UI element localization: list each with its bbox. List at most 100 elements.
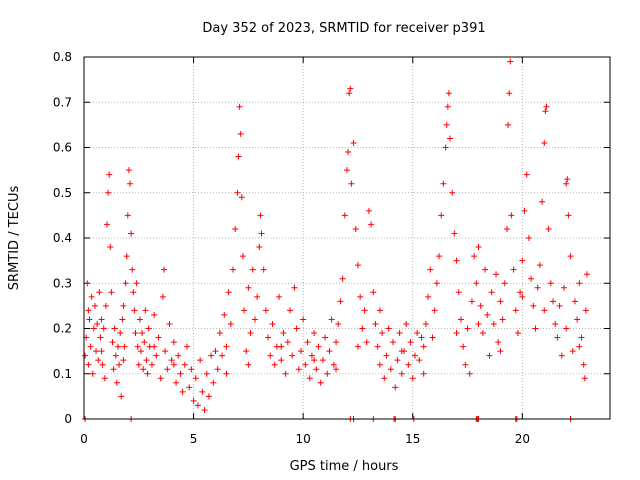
data-point (545, 225, 552, 232)
data-point (108, 289, 115, 296)
data-point (350, 139, 357, 146)
data-point (284, 339, 291, 346)
data-point (302, 361, 309, 368)
data-point (164, 366, 171, 373)
data-point (137, 348, 144, 355)
data-point (339, 275, 346, 282)
data-point (265, 334, 272, 341)
data-point (477, 302, 484, 309)
data-point (188, 366, 195, 373)
data-points (82, 58, 590, 422)
data-point (471, 253, 478, 260)
data-point (236, 103, 243, 110)
data-point (82, 352, 89, 359)
data-point (506, 90, 513, 97)
chart-title: Day 352 of 2023, SRMTID for receiver p39… (202, 21, 485, 36)
data-point (235, 153, 242, 160)
data-point (90, 325, 97, 332)
data-point (445, 90, 452, 97)
data-point (86, 316, 93, 323)
data-point (532, 325, 539, 332)
data-point (111, 325, 118, 332)
y-tick-label: 0.6 (53, 141, 72, 155)
data-point (214, 366, 221, 373)
data-point (98, 348, 105, 355)
data-point (278, 343, 285, 350)
data-point (507, 58, 514, 65)
data-point (276, 293, 283, 300)
data-point (521, 207, 528, 214)
data-point (379, 330, 386, 337)
data-point (160, 266, 167, 273)
data-point (315, 343, 322, 350)
data-point (447, 135, 454, 142)
y-tick-label: 0.1 (53, 367, 72, 381)
data-point (490, 320, 497, 327)
data-point (139, 330, 146, 337)
data-point (131, 307, 138, 314)
data-point (254, 293, 261, 300)
data-point (497, 348, 504, 355)
data-point (580, 361, 587, 368)
grid-lines (84, 57, 610, 419)
data-point (258, 230, 265, 237)
data-point (416, 357, 423, 364)
data-point (420, 370, 427, 377)
data-point (192, 375, 199, 382)
data-point (583, 271, 590, 278)
data-point (466, 370, 473, 377)
data-point (203, 370, 210, 377)
data-point (475, 320, 482, 327)
data-point (503, 225, 510, 232)
data-point (317, 379, 324, 386)
x-axis-label: GPS time / hours (290, 459, 399, 474)
data-point (560, 284, 567, 291)
data-point (348, 180, 355, 187)
data-point (541, 139, 548, 146)
data-point (376, 361, 383, 368)
data-point (186, 384, 193, 391)
data-point (201, 406, 208, 413)
data-point (245, 361, 252, 368)
data-point (368, 221, 375, 228)
data-point (333, 339, 340, 346)
data-point (374, 343, 381, 350)
data-point (443, 121, 450, 128)
data-point (260, 266, 267, 273)
data-point (227, 320, 234, 327)
data-point (205, 393, 212, 400)
data-point (418, 334, 425, 341)
data-point (347, 85, 354, 92)
data-point (234, 189, 241, 196)
data-point (140, 366, 147, 373)
data-point (278, 357, 285, 364)
data-point (133, 280, 140, 287)
data-point (181, 361, 188, 368)
data-point (208, 352, 215, 359)
data-point (127, 180, 134, 187)
y-axis-label: SRMTID / TECUs (7, 186, 22, 291)
data-point (280, 330, 287, 337)
data-point (422, 320, 429, 327)
data-point (523, 171, 530, 178)
data-point (157, 375, 164, 382)
data-point (578, 334, 585, 341)
data-point (145, 325, 152, 332)
data-point (101, 375, 108, 382)
data-point (197, 357, 204, 364)
data-point (87, 343, 94, 350)
data-point (121, 343, 128, 350)
data-point (385, 325, 392, 332)
data-point (97, 334, 104, 341)
data-point (122, 280, 129, 287)
data-point (148, 361, 155, 368)
data-point (282, 370, 289, 377)
data-point (271, 361, 278, 368)
data-point (240, 307, 247, 314)
data-point (247, 330, 254, 337)
data-point (574, 316, 581, 323)
data-point (249, 266, 256, 273)
data-point (534, 284, 541, 291)
data-point (106, 171, 113, 178)
data-point (333, 366, 340, 373)
